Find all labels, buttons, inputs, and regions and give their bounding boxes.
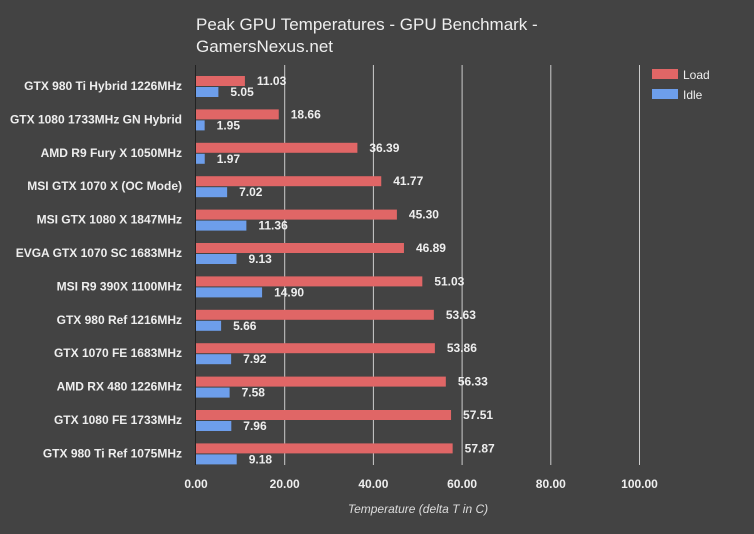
data-label-idle: 1.95 bbox=[217, 118, 241, 132]
bar-idle bbox=[196, 87, 219, 97]
legend-swatch-idle bbox=[652, 89, 678, 99]
bar-load bbox=[196, 142, 358, 153]
data-label-idle: 9.18 bbox=[249, 452, 273, 466]
category-label: MSI GTX 1080 X 1847MHz bbox=[37, 213, 182, 227]
category-label: MSI GTX 1070 X (OC Mode) bbox=[27, 179, 182, 193]
category-label: AMD R9 Fury X 1050MHz bbox=[41, 146, 182, 160]
bar-idle bbox=[196, 153, 205, 164]
data-label-load: 18.66 bbox=[291, 107, 321, 121]
category-label: MSI R9 390X 1100MHz bbox=[57, 279, 182, 293]
data-label-load: 56.33 bbox=[458, 375, 488, 389]
legend-label-idle: Idle bbox=[683, 88, 703, 102]
category-label: GTX 980 Ti Hybrid 1226MHz bbox=[24, 79, 182, 93]
legend-label-load: Load bbox=[683, 68, 710, 82]
bar-idle bbox=[196, 454, 237, 465]
category-label: EVGA GTX 1070 SC 1683MHz bbox=[16, 246, 182, 260]
bar-load bbox=[196, 76, 245, 86]
data-label-idle: 7.96 bbox=[243, 419, 267, 433]
data-label-load: 11.03 bbox=[257, 74, 287, 88]
data-label-idle: 1.97 bbox=[217, 152, 241, 166]
category-label: GTX 1080 FE 1733MHz bbox=[54, 413, 182, 427]
data-label-idle: 14.90 bbox=[274, 285, 304, 299]
data-label-load: 45.30 bbox=[409, 208, 439, 222]
data-label-idle: 5.05 bbox=[230, 85, 254, 99]
bar-idle bbox=[196, 120, 205, 131]
bar-idle bbox=[196, 187, 228, 198]
bar-idle bbox=[196, 320, 222, 331]
bar-load bbox=[196, 243, 404, 253]
bar-idle bbox=[196, 254, 237, 264]
chart-title-line-1: Peak GPU Temperatures - GPU Benchmark - bbox=[196, 15, 538, 34]
bar-load bbox=[196, 410, 452, 420]
bar-idle bbox=[196, 387, 230, 398]
data-label-idle: 11.36 bbox=[258, 219, 288, 233]
legend: Load Idle bbox=[652, 68, 710, 102]
bar-load bbox=[196, 109, 279, 120]
data-label-load: 57.87 bbox=[465, 441, 495, 455]
chart-title-line-2: GamersNexus.net bbox=[196, 37, 333, 56]
bar-load bbox=[196, 309, 434, 320]
x-axis-title: Temperature (delta T in C) bbox=[348, 502, 488, 516]
data-label-idle: 7.02 bbox=[239, 185, 263, 199]
data-label-load: 51.03 bbox=[434, 274, 464, 288]
x-tick-label: 100.00 bbox=[621, 477, 658, 491]
bar-load bbox=[196, 376, 446, 387]
data-label-load: 57.51 bbox=[463, 408, 493, 422]
x-tick-label: 0.00 bbox=[184, 477, 208, 491]
data-label-load: 53.63 bbox=[446, 308, 476, 322]
category-label: AMD RX 480 1226MHz bbox=[57, 380, 182, 394]
x-tick-label: 60.00 bbox=[447, 477, 477, 491]
category-label: GTX 1080 1733MHz GN Hybrid bbox=[10, 112, 182, 126]
x-tick-label: 20.00 bbox=[270, 477, 300, 491]
data-label-idle: 7.92 bbox=[243, 352, 267, 366]
x-tick-label: 80.00 bbox=[536, 477, 566, 491]
bar-load bbox=[196, 276, 423, 287]
bar-load bbox=[196, 209, 397, 220]
data-label-load: 41.77 bbox=[393, 174, 423, 188]
bar-load bbox=[196, 343, 435, 354]
category-label: GTX 980 Ref 1216MHz bbox=[57, 313, 182, 327]
data-label-load: 46.89 bbox=[416, 241, 446, 255]
legend-swatch-load bbox=[652, 69, 678, 79]
category-label: GTX 1070 FE 1683MHz bbox=[54, 346, 182, 360]
data-label-load: 36.39 bbox=[369, 141, 399, 155]
bar-idle bbox=[196, 287, 263, 298]
bar-load bbox=[196, 176, 382, 187]
data-label-idle: 9.13 bbox=[248, 252, 272, 266]
category-label: GTX 980 Ti Ref 1075MHz bbox=[43, 446, 182, 460]
bar-load bbox=[196, 443, 453, 454]
bar-idle bbox=[196, 220, 247, 231]
data-label-idle: 5.66 bbox=[233, 319, 257, 333]
bar-idle bbox=[196, 421, 232, 431]
x-tick-label: 40.00 bbox=[358, 477, 388, 491]
data-label-load: 53.86 bbox=[447, 341, 477, 355]
bar-idle bbox=[196, 354, 232, 365]
data-label-idle: 7.58 bbox=[242, 386, 266, 400]
